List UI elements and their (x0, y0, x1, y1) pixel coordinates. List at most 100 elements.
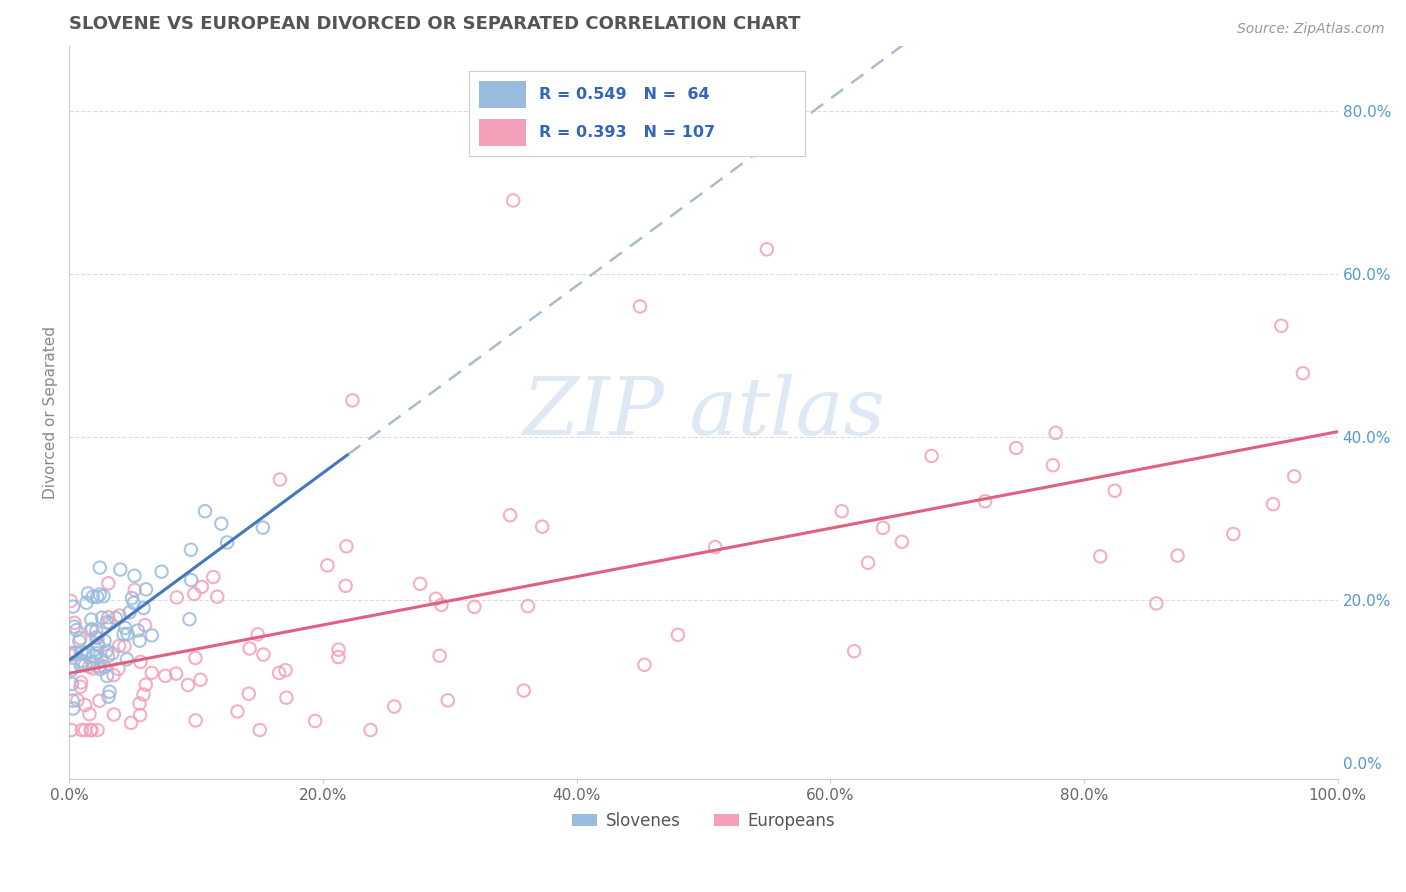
Point (267, 665, 290, 680)
Point (84, 624, 107, 639)
Point (84, 630, 107, 644)
Point (207, 590, 229, 604)
Point (59, 594, 82, 608)
Point (70, 645, 93, 659)
Point (82, 590, 104, 604)
Point (72, 654, 94, 668)
Point (76, 596, 98, 610)
Point (121, 591, 143, 606)
Point (80, 723, 103, 737)
Point (409, 576, 432, 591)
Point (77, 659, 100, 673)
Text: ZIP atlas: ZIP atlas (522, 374, 884, 451)
Point (79, 723, 101, 737)
Point (87, 639, 110, 653)
Text: SLOVENE VS EUROPEAN DIVORCED OR SEPARATED CORRELATION CHART: SLOVENE VS EUROPEAN DIVORCED OR SEPARATE… (69, 15, 801, 33)
Point (304, 714, 326, 728)
Point (238, 687, 260, 701)
Point (1090, 549, 1112, 564)
Point (63, 620, 86, 634)
Point (1167, 549, 1189, 563)
Point (114, 621, 136, 635)
Point (69, 632, 91, 646)
Point (75, 723, 97, 737)
Point (97, 610, 120, 624)
Point (179, 612, 201, 626)
Point (93, 634, 115, 648)
Point (628, 299, 651, 313)
Point (82, 622, 104, 636)
Point (1005, 441, 1028, 455)
Point (429, 648, 451, 663)
Point (150, 565, 173, 579)
Point (921, 449, 943, 463)
Point (194, 504, 217, 518)
Text: Source: ZipAtlas.com: Source: ZipAtlas.com (1237, 22, 1385, 37)
Point (252, 521, 274, 535)
Point (104, 611, 127, 625)
Point (184, 714, 207, 728)
Point (107, 662, 129, 676)
Point (77, 586, 100, 600)
Point (115, 652, 138, 666)
Point (112, 627, 135, 641)
Point (209, 516, 232, 531)
Point (108, 608, 131, 623)
Point (155, 669, 177, 683)
Point (60, 677, 83, 691)
Point (108, 639, 131, 653)
Point (93, 659, 115, 673)
Point (128, 633, 150, 648)
Point (120, 715, 142, 730)
Point (90, 652, 112, 666)
Point (166, 591, 188, 605)
Point (66, 693, 89, 707)
Point (124, 582, 146, 597)
Point (191, 580, 214, 594)
Point (269, 473, 291, 487)
Point (499, 508, 522, 523)
Point (190, 673, 212, 687)
Point (1104, 483, 1126, 498)
Point (79, 707, 101, 722)
Point (67, 634, 90, 648)
Point (276, 690, 298, 705)
Point (89, 587, 111, 601)
Point (890, 534, 912, 549)
Point (86, 631, 108, 645)
Point (118, 605, 141, 619)
Point (75, 647, 97, 661)
Point (86, 646, 108, 660)
Point (101, 647, 124, 661)
Point (70, 658, 93, 673)
Point (335, 539, 357, 553)
Point (96, 615, 118, 630)
Point (872, 521, 894, 535)
Point (97, 648, 120, 663)
Point (856, 556, 879, 570)
Point (60, 663, 83, 677)
Point (516, 599, 538, 614)
Point (86, 590, 108, 604)
Point (65, 623, 87, 637)
Point (246, 627, 269, 641)
Point (59, 648, 82, 663)
Point (831, 504, 853, 518)
Point (96, 669, 118, 683)
Y-axis label: Divorced or Separated: Divorced or Separated (44, 326, 58, 499)
Point (89, 694, 111, 708)
Point (513, 683, 536, 698)
Point (502, 194, 524, 208)
Point (62, 701, 84, 715)
Point (132, 688, 155, 702)
Point (86, 723, 108, 737)
Point (97, 690, 120, 704)
Point (128, 697, 150, 711)
Point (316, 558, 339, 573)
Point (135, 582, 157, 597)
Point (62, 599, 84, 614)
Point (80, 623, 103, 637)
Point (1222, 527, 1244, 541)
Point (70, 723, 93, 737)
Point (217, 535, 239, 549)
